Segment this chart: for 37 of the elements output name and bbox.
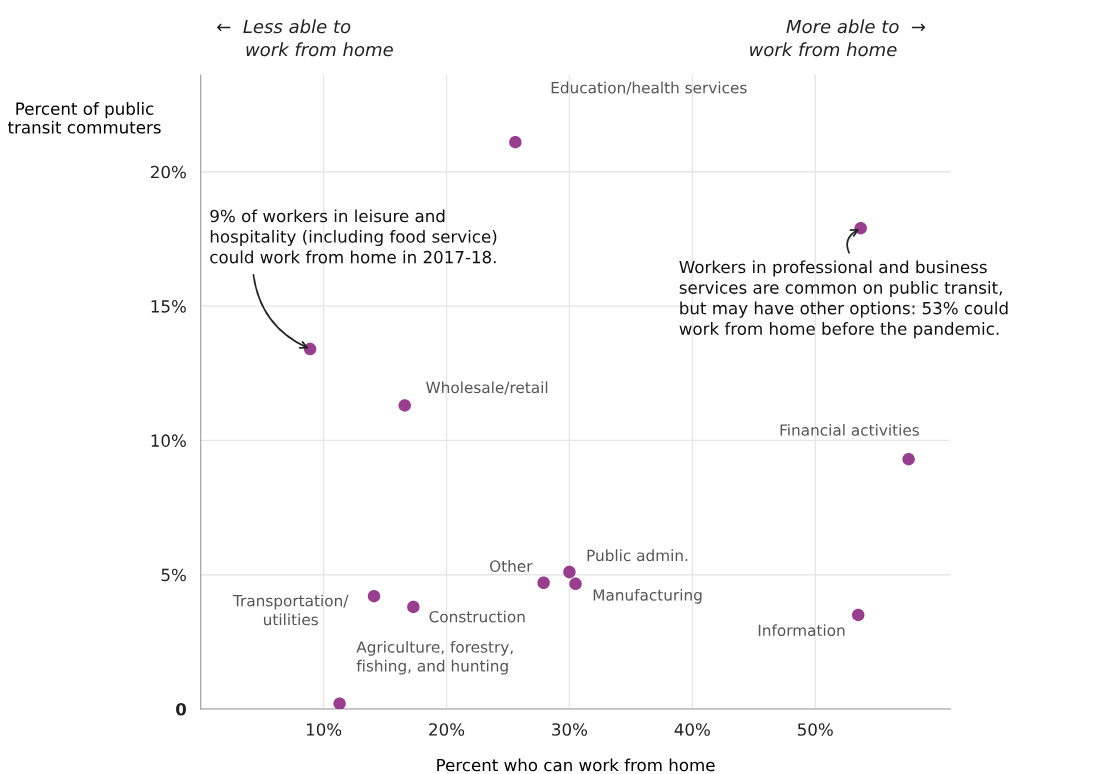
y-tick-label: 15% (151, 300, 186, 313)
x-axis-title: Percent who can work from home (437, 758, 715, 772)
point (333, 697, 346, 709)
annotation: Wholesale/retail (426, 381, 548, 395)
y-tick-label: 0 (176, 702, 187, 716)
point (852, 608, 865, 622)
point (367, 589, 381, 603)
y-tick-label: 5% (161, 568, 186, 582)
x-tick-label: 50% (797, 723, 833, 736)
annotation: Public admin. (587, 549, 688, 562)
annotation: Education/health services (551, 81, 747, 95)
y-axis-title: Percent of public transit commuters (7, 102, 161, 134)
annotation: Manufacturing (593, 588, 702, 604)
text: ← Less able to work from home (217, 19, 393, 57)
annotation: Transportation/ utilities (232, 594, 349, 626)
y-tick-label: 10% (151, 434, 186, 447)
x-tick-label: 30% (552, 723, 588, 736)
point (509, 136, 522, 149)
x-tick-label: 10% (306, 723, 342, 736)
annotation: Financial activities (780, 424, 919, 436)
annotation: Agriculture, forestry, fishing, and hunting (356, 640, 513, 675)
annotation: Other (489, 560, 533, 572)
text: More able to → work from home (750, 19, 926, 57)
x-tick-label: 40% (674, 723, 710, 736)
annotation: Information (758, 624, 845, 637)
point (407, 600, 420, 614)
x-tick-label: 20% (429, 723, 465, 736)
point (303, 342, 317, 356)
point (537, 576, 550, 589)
y-tick-label: 20% (151, 165, 186, 179)
annotation: Workers in professional and business services are common on public transit, but may have other options: 53% could work from home before the pandemic. (679, 260, 1008, 339)
annotation: Construction (429, 610, 525, 623)
point (563, 565, 576, 579)
point (398, 399, 411, 412)
point (902, 452, 915, 466)
annotation: 9% of workers in leisure and hospitality (including food service) could work from home in 2017-18. (210, 209, 497, 264)
point (569, 577, 582, 591)
